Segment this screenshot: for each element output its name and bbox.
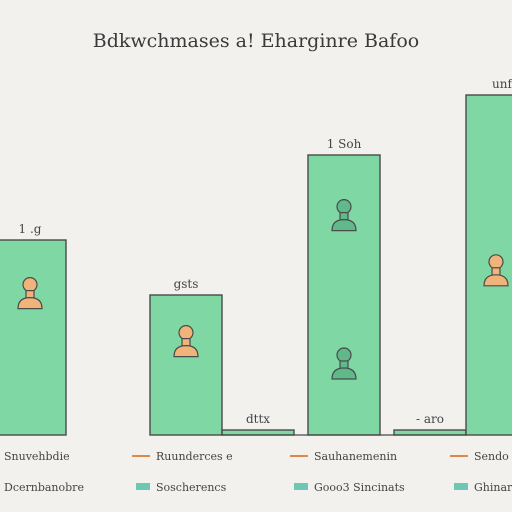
legend-label: Snuvehbdie [4,450,70,463]
bar [393,429,467,436]
legend-label: Ruunderces e [156,450,233,463]
legend: Snuvehbdie Ruunderces e Sauhanemenin Sendo D… [4,450,512,494]
bar [307,154,381,436]
icon-head [336,347,352,363]
icon-body [331,367,357,380]
legend-marker [454,483,468,490]
bar [0,239,67,436]
icon-body [17,296,43,310]
chart-title: Bdkwchmases a! Eharginre Bafoo [93,30,419,52]
legend-label: Sendo [474,450,509,463]
orange-person-icon [483,254,509,287]
bar [221,429,295,436]
orange-person-icon [173,325,199,358]
bar [149,294,223,436]
icon-head [336,199,352,215]
orange-person-icon [17,277,43,310]
bar-value-label: 1 Soh [327,137,362,151]
bar-value-label: dttx [246,412,270,426]
legend-label: Soscherencs [156,481,227,494]
icon-head [488,254,504,270]
legend-label: Dcernbanobre [4,481,84,494]
icon-body [173,344,199,358]
legend-label: Gooo3 Sincinats [314,481,405,494]
icon-head [22,277,38,293]
bar-value-label: gsts [174,277,199,291]
icon-head [178,325,194,341]
bar-value-label: - aro [416,412,444,426]
green-person-icon [331,199,357,232]
bars-group: 1 .g gsts dttx 1 Soh - aro unf [0,77,512,436]
legend-label: Sauhanemenin [314,450,397,463]
bar-value-label: 1 .g [19,222,42,236]
icon-body [483,274,509,287]
icon-body [331,218,357,232]
green-person-icon [331,347,357,380]
legend-marker [294,483,308,490]
bar [465,94,512,436]
legend-label: Ghinare [474,481,512,494]
legend-marker [136,483,150,490]
bar-value-label: unf [492,77,512,91]
